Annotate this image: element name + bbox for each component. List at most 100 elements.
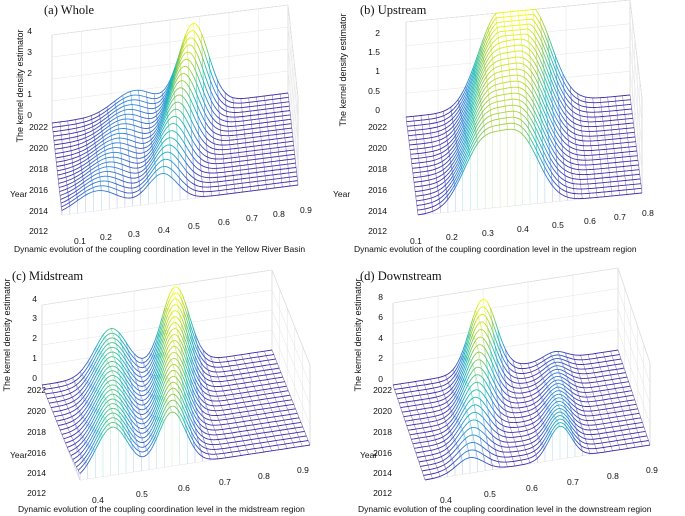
density-line-segment: [95, 146, 99, 150]
density-line-segment: [127, 144, 131, 147]
x-tick: 0.3: [128, 229, 140, 239]
density-line-segment: [159, 91, 163, 94]
density-line-segment: [83, 116, 87, 119]
density-line-segment: [168, 82, 172, 90]
density-line-segment: [81, 149, 85, 152]
density-line-segment: [151, 120, 155, 124]
mesh-line: [68, 129, 70, 134]
density-line-segment: [134, 136, 138, 138]
mesh-line: [52, 127, 54, 132]
density-line-segment: [81, 167, 85, 171]
density-line-segment: [76, 127, 80, 129]
density-line-segment: [171, 92, 175, 98]
density-line-segment: [155, 123, 159, 128]
density-line-segment: [104, 109, 108, 113]
density-line-segment: [192, 45, 196, 51]
density-line-segment: [187, 113, 192, 120]
density-line-segment: [214, 72, 218, 80]
mesh-line: [211, 109, 213, 118]
mesh-line: [269, 148, 271, 154]
density-line-segment: [74, 160, 78, 163]
mesh-line: [55, 157, 57, 163]
density-line-segment: [178, 126, 183, 131]
density-line-segment: [152, 130, 157, 135]
density-line-segment: [208, 56, 213, 66]
mesh-line: [149, 127, 151, 133]
density-line-segment: [99, 151, 103, 154]
density-line-segment: [430, 155, 434, 157]
density-line-segment: [181, 80, 185, 82]
x-axis-label: Dynamic evolution of the coupling coordi…: [14, 244, 305, 254]
density-line-segment: [58, 182, 62, 184]
density-line-segment: [438, 111, 441, 114]
mesh-line: [249, 106, 251, 112]
density-line-segment: [101, 108, 105, 111]
mesh-line: [75, 123, 77, 129]
density-line-segment: [63, 176, 67, 179]
density-line-segment: [191, 138, 195, 145]
density-line-segment: [85, 132, 89, 135]
mesh-line: [79, 155, 81, 160]
density-line-segment: [212, 153, 216, 155]
mesh-line: [148, 118, 150, 124]
density-line-segment: [132, 140, 136, 143]
mesh-line: [233, 107, 235, 113]
density-line-segment: [157, 133, 161, 140]
density-line-segment: [187, 59, 191, 63]
density-line-segment: [183, 80, 188, 85]
density-line-segment: [73, 168, 77, 171]
density-line-segment: [145, 141, 149, 144]
mesh-line: [183, 115, 185, 125]
density-line-segment: [429, 160, 432, 162]
density-line-segment: [63, 155, 67, 158]
density-line-segment: [128, 95, 132, 97]
density-line-segment: [83, 162, 87, 166]
density-line-segment: [105, 136, 109, 139]
density-line-segment: [120, 152, 124, 155]
mesh-line: [211, 117, 213, 126]
density-line-segment: [71, 173, 75, 176]
mesh-line: [274, 121, 276, 126]
density-line-segment: [97, 141, 102, 145]
density-line-segment: [138, 115, 142, 118]
x-tick: 0.1: [74, 236, 86, 246]
density-line-segment: [79, 150, 83, 153]
density-line-segment: [207, 156, 211, 159]
z-tick: 2: [27, 68, 32, 78]
density-line-segment: [99, 155, 104, 158]
density-line-segment: [97, 118, 101, 121]
mesh-line: [61, 134, 63, 140]
density-line-segment: [99, 175, 103, 178]
density-line-segment: [152, 127, 156, 131]
density-line-segment: [222, 89, 226, 93]
mesh-line: [268, 135, 270, 140]
density-line-segment: [161, 88, 166, 92]
mesh-line: [151, 142, 153, 146]
density-line-segment: [85, 157, 89, 161]
density-line-segment: [189, 52, 194, 57]
density-line-segment: [183, 40, 188, 46]
density-line-segment: [94, 140, 99, 144]
density-line-segment: [151, 139, 155, 144]
mesh-line: [279, 93, 281, 99]
density-line-segment: [74, 175, 78, 178]
mesh-line: [269, 144, 271, 149]
density-line-segment: [193, 22, 197, 25]
density-line-segment: [140, 116, 144, 119]
mesh-line: [197, 115, 199, 126]
density-line-segment: [125, 143, 129, 146]
density-line-segment: [220, 129, 224, 132]
density-line-segment: [198, 38, 203, 46]
mesh-line: [250, 119, 252, 125]
density-line-segment: [98, 127, 102, 131]
density-line-segment: [118, 157, 122, 160]
density-line-segment: [111, 118, 115, 121]
density-line-segment: [192, 114, 197, 121]
x-tick: 0.2: [446, 232, 458, 242]
density-line-segment: [175, 116, 180, 119]
density-line-segment: [80, 117, 84, 120]
mesh-line: [93, 133, 95, 137]
density-line-segment: [139, 105, 143, 108]
density-surface: [51, 22, 299, 215]
density-line-segment: [139, 132, 143, 134]
